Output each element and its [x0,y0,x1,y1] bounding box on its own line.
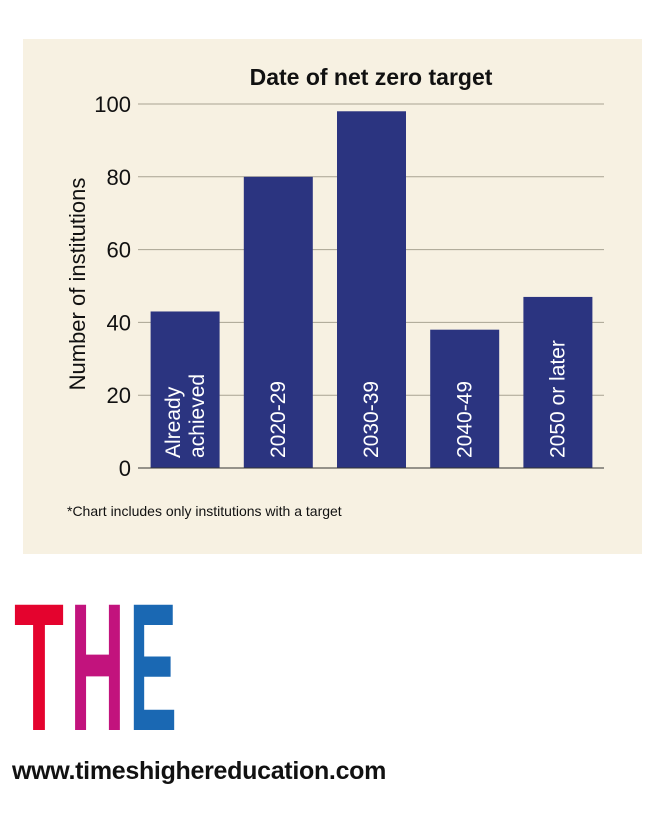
bar-labels: Already achieved 2020-29 2030-39 2040-49 2050… [162,340,570,458]
category-label-line: 2050 or later [547,340,570,458]
the-logo: T H E [14,594,177,732]
y-tick-label: 40 [107,310,131,335]
bar-chart: Date of net zero target 0 20 40 60 80 100 Num… [65,64,604,481]
chart-panel: Date of net zero target 0 20 40 60 80 100 Num… [23,39,642,554]
y-axis-label: Number of institutions [65,178,90,391]
logo-letter-t: T [14,594,64,732]
bar [243,176,313,469]
category-label-line: Already [162,386,185,458]
bar [337,111,406,468]
logo-letter-h: H [70,594,125,732]
y-tick-label: 20 [107,383,131,408]
footnote: *Chart includes only institutions with a… [67,503,342,519]
y-tick-label: 80 [107,165,131,190]
y-axis-ticks: 0 20 40 60 80 100 [94,92,131,481]
y-tick-label: 100 [94,92,131,117]
bars [150,111,593,469]
bar [523,296,593,468]
y-tick-label: 60 [107,238,131,263]
category-label-line: 2040-49 [453,381,476,458]
bar [150,311,220,468]
logo-letter-e: E [129,594,177,732]
category-label-line: 2030-39 [360,381,383,458]
website-url: www.timeshighereducation.com [12,757,387,785]
bar [430,329,500,468]
chart-title: Date of net zero target [250,64,493,90]
y-tick-label: 0 [119,456,131,481]
category-label-line: 2020-29 [267,381,290,458]
category-label-line: achieved [186,374,209,458]
